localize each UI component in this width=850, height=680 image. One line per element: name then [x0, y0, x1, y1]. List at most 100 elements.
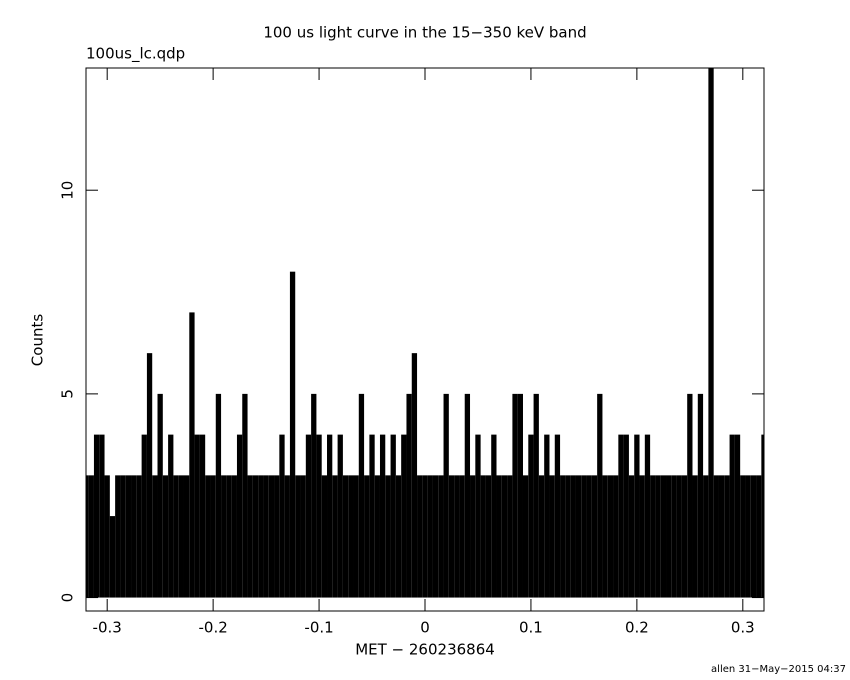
bar [210, 475, 216, 598]
bar [353, 475, 359, 598]
bar [183, 475, 190, 598]
bar [464, 393, 471, 598]
bar [321, 475, 328, 598]
bar [364, 475, 370, 598]
bar [745, 475, 751, 598]
bar [131, 475, 137, 598]
bar [628, 475, 635, 598]
bar [236, 434, 243, 598]
bar [756, 475, 762, 598]
bar [316, 434, 322, 598]
bar [512, 393, 518, 598]
bar [295, 475, 301, 598]
bar [623, 434, 629, 598]
bar [613, 475, 619, 598]
bar [258, 475, 264, 598]
bar [125, 475, 132, 598]
bar [274, 475, 280, 598]
bar [109, 516, 116, 598]
bar [655, 475, 661, 598]
bar [268, 475, 275, 598]
bar [687, 393, 693, 598]
file-label: 100us_lc.qdp [86, 45, 185, 64]
x-tick-label: 0.1 [519, 619, 543, 637]
bar [168, 434, 174, 598]
bar [681, 475, 688, 598]
bar [411, 353, 418, 598]
bar [332, 475, 338, 598]
bar [146, 353, 153, 598]
bar [221, 475, 227, 598]
footer: allen 31−May−2015 04:37 [711, 664, 846, 675]
bar [289, 271, 296, 598]
bar [311, 393, 317, 598]
bar [676, 475, 682, 598]
bar [522, 475, 529, 598]
bar [348, 475, 354, 598]
bar [501, 475, 508, 598]
bar [581, 475, 587, 598]
bar [342, 475, 349, 598]
bar [443, 393, 449, 598]
bar [205, 475, 211, 598]
bar [549, 475, 555, 598]
bar [99, 434, 105, 598]
bar [459, 475, 465, 598]
bar [740, 475, 746, 598]
bar [385, 475, 391, 598]
bar [602, 475, 608, 598]
bar [157, 393, 163, 598]
bar [480, 475, 486, 598]
bar [692, 475, 698, 598]
x-tick-label: 0.3 [731, 619, 755, 637]
bar [173, 475, 179, 598]
bar [136, 475, 142, 598]
bars [86, 68, 764, 598]
bar [491, 434, 497, 598]
bar [115, 475, 121, 598]
bar [390, 434, 396, 598]
bar [724, 475, 730, 598]
bar [327, 434, 333, 598]
bar [417, 475, 423, 598]
bar [485, 475, 492, 598]
bar [305, 434, 312, 598]
bar [104, 475, 110, 598]
bar [639, 475, 645, 598]
bar [538, 475, 545, 598]
bar [432, 475, 439, 598]
bar [708, 68, 714, 598]
bar [618, 434, 624, 598]
bar [178, 475, 184, 598]
bar [697, 393, 704, 598]
bar [597, 393, 603, 598]
bar [141, 434, 147, 598]
bar [565, 475, 571, 598]
bar [427, 475, 433, 598]
bar [713, 475, 719, 598]
bar [279, 434, 285, 598]
bar [560, 475, 566, 598]
x-tick-label: 0 [420, 619, 430, 637]
y-tick-label: 10 [59, 181, 77, 200]
bar [650, 475, 656, 598]
bar [252, 475, 259, 598]
bar [607, 475, 614, 598]
bar [448, 475, 455, 598]
bar [454, 475, 460, 598]
bar [533, 393, 539, 598]
bar [666, 475, 672, 598]
bar [189, 312, 195, 598]
bar [374, 475, 380, 598]
bar [152, 475, 158, 598]
x-tick-label: -0.3 [93, 619, 122, 637]
bar [703, 475, 709, 598]
bar [586, 475, 592, 598]
bar [337, 434, 343, 598]
bar [86, 475, 89, 598]
bar [544, 434, 550, 598]
chart-title: 100 us light curve in the 15−350 keV ban… [263, 24, 586, 42]
bar [406, 393, 412, 598]
bar [575, 475, 582, 598]
bar [93, 434, 100, 598]
